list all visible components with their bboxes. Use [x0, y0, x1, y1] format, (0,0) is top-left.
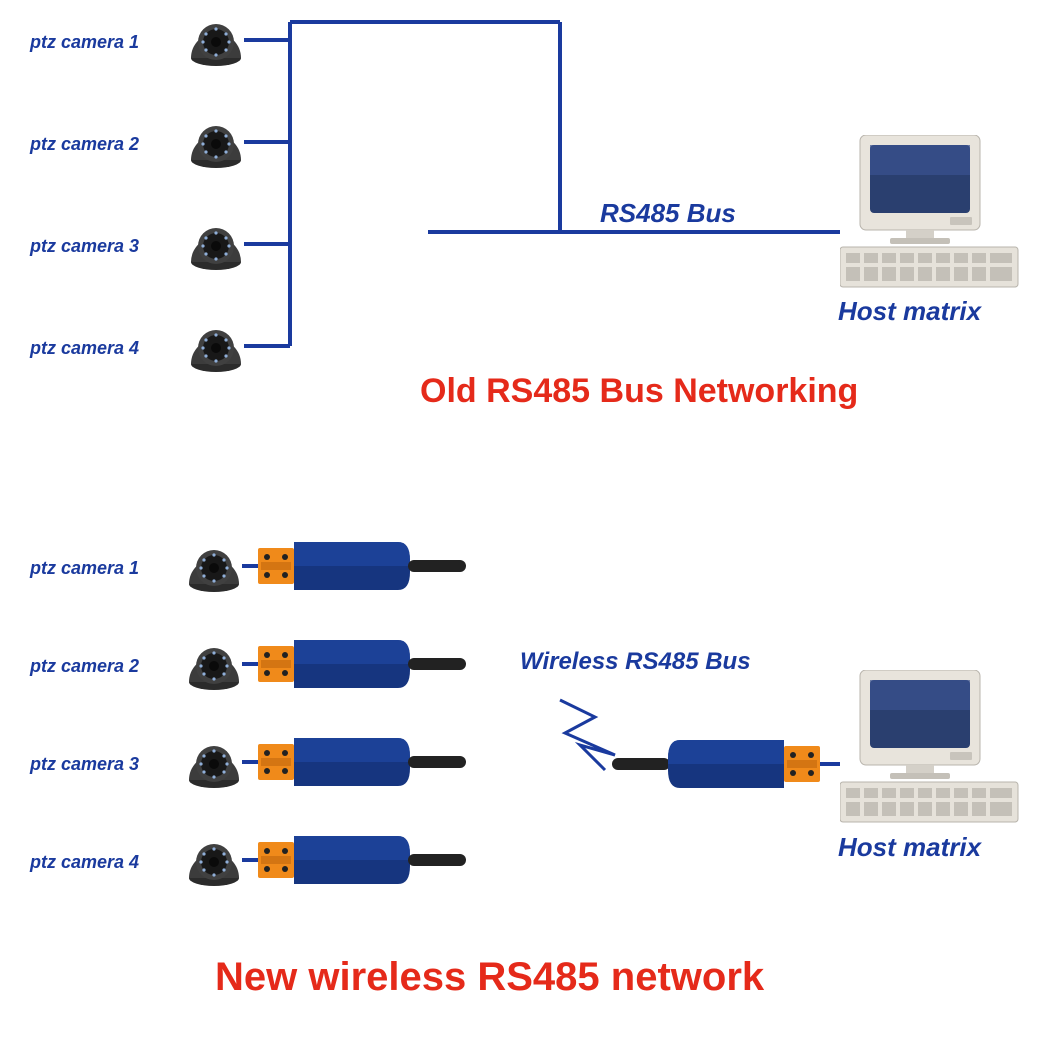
short-wires	[0, 0, 1050, 1050]
wireless-module-icon	[258, 738, 468, 788]
wireless-module-icon	[258, 640, 468, 690]
wireless-module-icon	[612, 740, 822, 790]
bottom-title: New wireless RS485 network	[215, 955, 764, 1000]
host-label: Host matrix	[838, 832, 981, 863]
wireless-module-icon	[258, 542, 468, 592]
wireless-module-icon	[258, 836, 468, 886]
wireless-label: Wireless RS485 Bus	[520, 648, 751, 676]
host-icon	[840, 670, 1020, 825]
